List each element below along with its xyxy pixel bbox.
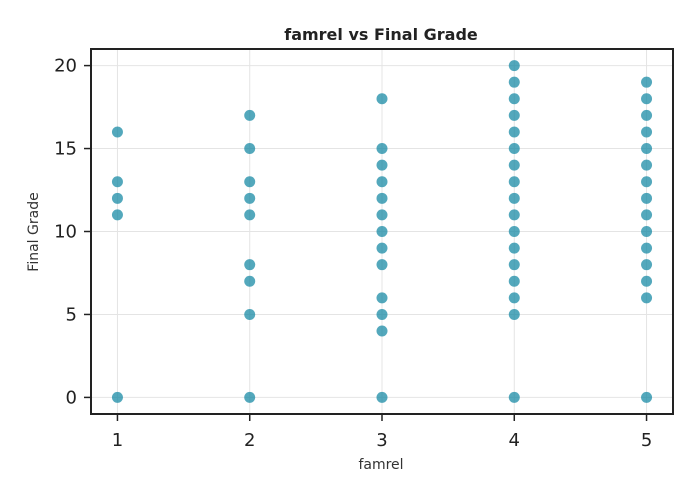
x-axis-label: famrel bbox=[358, 457, 403, 473]
data-point bbox=[376, 159, 388, 171]
chart-title: famrel vs Final Grade bbox=[284, 25, 478, 44]
data-point bbox=[376, 226, 388, 237]
data-point bbox=[111, 209, 123, 221]
y-tick-label: 15 bbox=[54, 139, 77, 160]
data-point bbox=[244, 143, 256, 155]
data-point bbox=[508, 391, 520, 403]
data-point bbox=[244, 308, 256, 320]
data-point bbox=[508, 176, 520, 188]
data-point bbox=[641, 242, 653, 254]
x-tick-label: 4 bbox=[509, 430, 520, 451]
data-point bbox=[508, 259, 520, 271]
data-point bbox=[508, 275, 520, 287]
data-point bbox=[508, 109, 520, 121]
data-point bbox=[244, 192, 256, 204]
data-point bbox=[641, 109, 653, 121]
data-point bbox=[376, 259, 388, 271]
data-point bbox=[508, 60, 520, 72]
data-point bbox=[641, 159, 653, 171]
data-point bbox=[244, 391, 256, 403]
data-point bbox=[641, 143, 653, 155]
data-point bbox=[508, 192, 520, 204]
data-point bbox=[508, 292, 520, 304]
x-tick-label: 1 bbox=[112, 430, 123, 451]
data-point bbox=[641, 76, 653, 88]
data-point bbox=[641, 93, 653, 105]
data-point bbox=[508, 242, 520, 254]
x-tick-label: 5 bbox=[641, 430, 652, 451]
x-tick-label: 2 bbox=[244, 430, 255, 451]
data-point bbox=[508, 159, 520, 171]
data-point bbox=[376, 391, 388, 403]
data-point bbox=[376, 242, 388, 254]
data-point bbox=[641, 259, 653, 271]
data-point bbox=[508, 226, 520, 237]
y-axis-ticks: 0 5 10 15 20 bbox=[54, 56, 91, 408]
data-point bbox=[641, 126, 653, 138]
data-point bbox=[244, 259, 256, 271]
data-point bbox=[111, 176, 123, 188]
data-point bbox=[244, 109, 256, 121]
y-tick-label: 0 bbox=[66, 387, 77, 408]
y-tick-label: 20 bbox=[54, 56, 77, 77]
data-point bbox=[376, 325, 388, 337]
data-point bbox=[244, 275, 256, 287]
data-point bbox=[376, 209, 388, 221]
data-point bbox=[244, 209, 256, 221]
y-tick-label: 5 bbox=[66, 304, 77, 325]
data-point bbox=[376, 176, 388, 188]
data-point bbox=[641, 226, 653, 237]
data-point bbox=[376, 292, 388, 304]
data-point bbox=[508, 93, 520, 105]
data-point bbox=[111, 192, 123, 204]
data-point bbox=[508, 126, 520, 138]
data-point bbox=[376, 308, 388, 320]
data-point bbox=[111, 391, 123, 403]
data-points bbox=[111, 60, 653, 403]
data-point bbox=[508, 308, 520, 320]
data-point bbox=[508, 143, 520, 155]
y-tick-label: 10 bbox=[54, 222, 77, 243]
data-point bbox=[111, 126, 123, 138]
data-point bbox=[641, 292, 653, 304]
data-point bbox=[508, 76, 520, 88]
data-point bbox=[641, 176, 653, 188]
data-point bbox=[376, 192, 388, 204]
y-axis-label: Final Grade bbox=[26, 192, 42, 271]
x-axis-ticks: 1 2 3 4 5 bbox=[112, 414, 652, 451]
data-point bbox=[508, 209, 520, 221]
x-tick-label: 3 bbox=[376, 430, 387, 451]
data-point bbox=[376, 143, 388, 155]
data-point bbox=[641, 391, 653, 403]
data-point bbox=[641, 275, 653, 287]
data-point bbox=[641, 209, 653, 221]
data-point bbox=[641, 192, 653, 204]
data-point bbox=[244, 176, 256, 188]
data-point bbox=[376, 93, 388, 105]
